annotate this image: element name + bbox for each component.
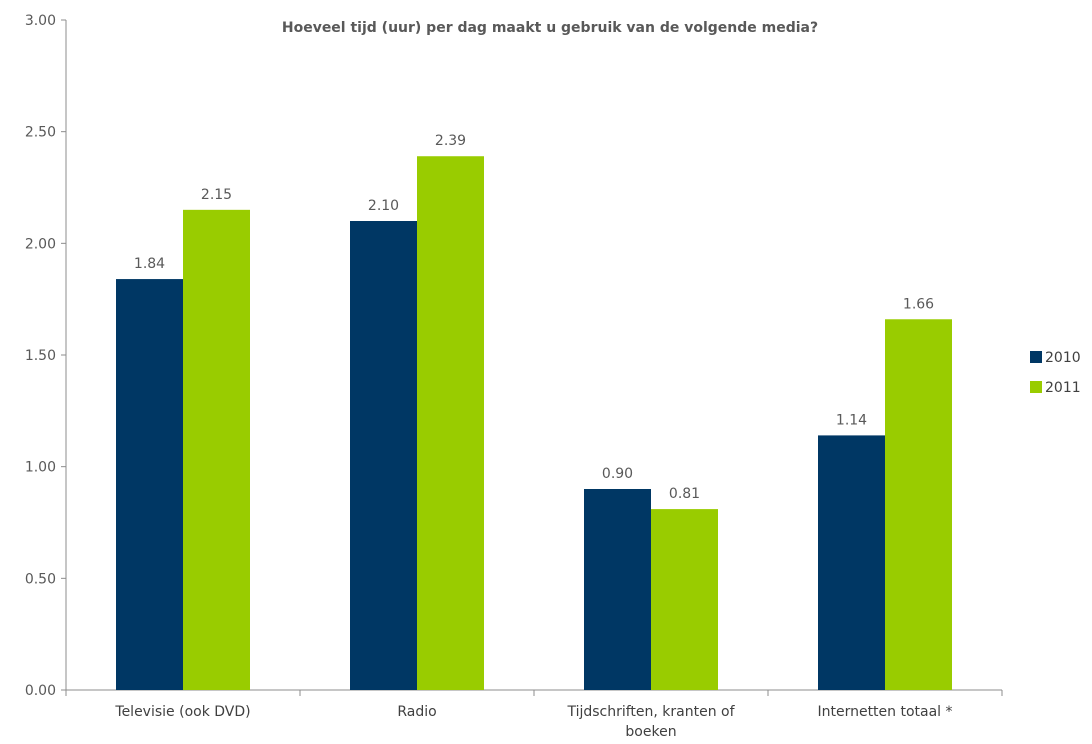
data-label: 1.84: [134, 256, 165, 272]
y-tick-label: 0.00: [25, 683, 56, 699]
y-tick-label: 2.50: [25, 125, 56, 141]
legend-swatch: [1030, 351, 1042, 363]
x-tick-label: Internetten totaal *: [817, 704, 952, 720]
axes: 0.00 0.50 1.00 1.50 2.00 2.50 3.00 Televisie (o…: [25, 13, 1003, 740]
data-label: 2.39: [435, 133, 466, 149]
bar-2011: [885, 319, 952, 690]
y-tick-label: 2.00: [25, 236, 56, 252]
x-tick-label: Televisie (ook DVD): [114, 704, 250, 720]
data-labels: 1.84 2.10 0.90 1.14 2.15 2.39 0.81 1.66: [134, 133, 934, 502]
legend-label: 2010: [1045, 350, 1081, 366]
y-tick-label: 0.50: [25, 571, 56, 587]
bar-2011: [651, 509, 718, 690]
bar-2010: [350, 221, 417, 690]
y-tick-label: 1.50: [25, 348, 56, 364]
y-tick-label: 3.00: [25, 13, 56, 29]
data-label: 0.90: [602, 466, 633, 482]
y-tick-label: 1.00: [25, 460, 56, 476]
legend-swatch: [1030, 381, 1042, 393]
bar-2010: [116, 279, 183, 690]
bar-2011: [183, 209, 250, 691]
data-label: 1.66: [903, 296, 934, 312]
bar-2010: [584, 489, 651, 690]
x-tick-label: boeken: [625, 724, 676, 740]
legend: 2010 2011: [1030, 350, 1081, 396]
data-label: 2.10: [368, 198, 399, 214]
data-label: 1.14: [836, 412, 867, 428]
bars: [116, 156, 952, 691]
chart-title: Hoeveel tijd (uur) per dag maakt u gebru…: [282, 20, 818, 36]
data-label: 2.15: [201, 187, 232, 203]
bar-2010: [818, 435, 885, 690]
x-tick-label: Tijdschriften, kranten of: [566, 704, 735, 720]
bar-2011: [417, 156, 484, 690]
data-label: 0.81: [669, 486, 700, 502]
x-tick-label: Radio: [397, 704, 436, 720]
legend-label: 2011: [1045, 380, 1081, 396]
